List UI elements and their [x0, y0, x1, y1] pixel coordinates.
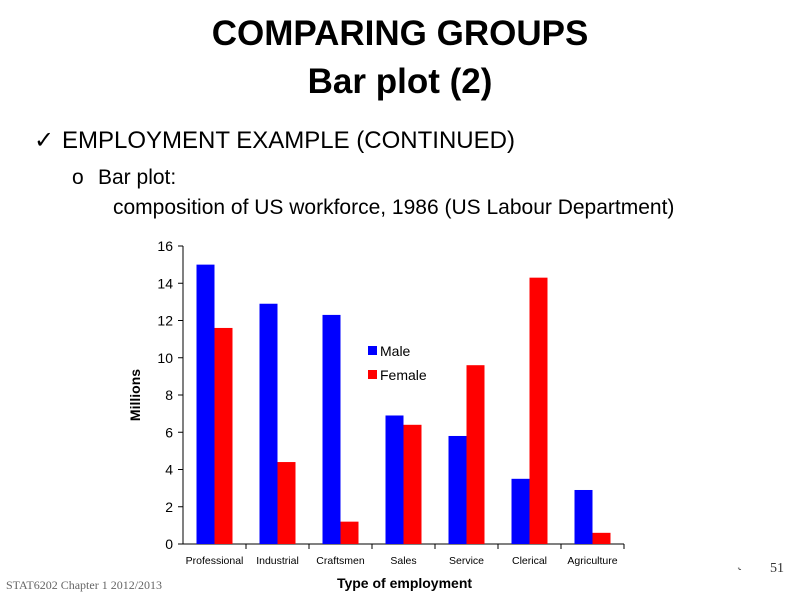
y-tick-label: 10	[157, 350, 173, 366]
x-tick-label: Craftsmen	[316, 555, 365, 567]
bar-female-service	[466, 365, 485, 544]
x-tick-label: Service	[449, 555, 484, 567]
bar-female-craftsmen	[340, 521, 359, 544]
bar-female-sales	[403, 424, 422, 544]
y-tick-label: 6	[165, 424, 173, 440]
checkmark-icon: ✓	[34, 127, 55, 154]
slide-title: COMPARING GROUPS	[211, 14, 589, 53]
footer-text: STAT6202 Chapter 1 2012/2013	[6, 578, 163, 592]
x-tick-label: Clerical	[512, 555, 547, 567]
legend-label-female: Female	[380, 367, 427, 383]
bar-male-service	[448, 435, 467, 544]
x-tick-label: Professional	[186, 555, 244, 567]
bar-female-clerical	[529, 277, 548, 544]
slide-subtitle: Bar plot (2)	[307, 62, 493, 101]
y-tick-label: 2	[165, 499, 173, 515]
y-axis-label: Millions	[127, 369, 143, 421]
legend-label-male: Male	[380, 343, 411, 359]
sub-bullet-marker: o	[72, 166, 84, 189]
x-tick-label: Sales	[390, 555, 416, 567]
bar-male-professional	[196, 264, 215, 544]
bar-male-clerical	[511, 478, 530, 544]
nav-glyph: ˞	[738, 561, 742, 575]
legend-swatch-male	[368, 346, 377, 355]
y-tick-label: 4	[165, 462, 173, 478]
legend-swatch-female	[368, 370, 377, 379]
x-tick-label: Industrial	[256, 555, 299, 567]
sub-bullet-detail: composition of US workforce, 1986 (US La…	[113, 196, 675, 219]
y-tick-label: 8	[165, 387, 173, 403]
bar-male-agriculture	[574, 489, 593, 544]
x-axis-label: Type of employment	[337, 575, 472, 591]
sub-bullet-text: Bar plot:	[98, 166, 177, 189]
bar-female-industrial	[277, 462, 296, 544]
y-tick-label: 12	[157, 313, 173, 329]
y-tick-label: 0	[165, 536, 173, 552]
y-tick-label: 16	[157, 238, 173, 254]
page-number: 51	[770, 561, 784, 576]
bar-female-professional	[214, 327, 233, 544]
y-tick-label: 14	[157, 275, 173, 291]
bullet-employment-text: EMPLOYMENT EXAMPLE (CONTINUED)	[62, 127, 515, 154]
bar-female-agriculture	[592, 532, 611, 544]
bar-male-industrial	[259, 303, 278, 544]
bullet-employment: ✓ EMPLOYMENT EXAMPLE (CONTINUED)	[34, 127, 515, 155]
bar-male-sales	[385, 415, 404, 544]
x-tick-label: Agriculture	[567, 555, 617, 567]
bar-male-craftsmen	[322, 314, 341, 544]
sub-bullet: o Bar plot:	[72, 166, 176, 190]
